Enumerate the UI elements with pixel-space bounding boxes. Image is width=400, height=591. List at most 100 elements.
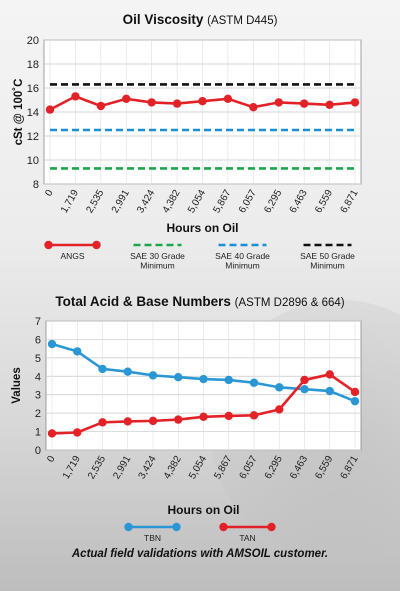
data-point-tbn bbox=[249, 378, 259, 387]
y-tick-label: 8 bbox=[33, 179, 39, 191]
data-point-tan bbox=[47, 429, 57, 438]
data-point-angs bbox=[45, 105, 55, 114]
data-point-tan bbox=[123, 417, 132, 426]
data-point-tan bbox=[174, 415, 183, 424]
data-point-tan bbox=[224, 411, 233, 421]
legend-label: ANGS bbox=[60, 251, 84, 261]
y-tick-label: 3 bbox=[35, 390, 41, 402]
x-tick-label: 5,867 bbox=[211, 188, 233, 216]
x-tick-label: 3,424 bbox=[135, 188, 157, 216]
data-point-tan bbox=[98, 418, 107, 427]
legend-label: Minimum bbox=[225, 261, 259, 271]
legend-marker-tbn bbox=[124, 522, 133, 532]
legend-label: TBN bbox=[144, 533, 161, 543]
x-tick-label: 5,054 bbox=[187, 454, 209, 482]
oil-viscosity-chart: Oil Viscosity (ASTM D445) 8 10 12 14 16 18 20 0 1… bbox=[13, 12, 362, 271]
data-point-tan bbox=[275, 405, 284, 414]
x-tick-label: 2,991 bbox=[110, 188, 132, 216]
y-axis-label: cSt @ 100˚C bbox=[13, 79, 25, 146]
data-point-tbn bbox=[123, 367, 132, 376]
y-tick-label: 5 bbox=[35, 353, 41, 365]
y-tick-label: 20 bbox=[27, 35, 39, 47]
data-point-angs bbox=[71, 92, 80, 101]
legend-label: SAE 30 Grade bbox=[130, 251, 185, 261]
y-tick-label: 12 bbox=[27, 131, 39, 143]
data-point-tbn bbox=[275, 383, 284, 392]
data-point-angs bbox=[274, 98, 283, 107]
x-tick-label: 6,559 bbox=[313, 188, 335, 216]
data-point-tan bbox=[249, 411, 259, 420]
y-tick-label: 10 bbox=[27, 155, 39, 167]
data-point-angs bbox=[147, 98, 156, 107]
legend-marker-tan bbox=[219, 522, 228, 532]
chart-subtitle: (ASTM D445) bbox=[207, 15, 277, 27]
legend-marker-angs bbox=[44, 240, 53, 250]
data-point-angs bbox=[350, 98, 360, 107]
x-tick-label: 1,719 bbox=[59, 188, 81, 216]
chart-subtitle: (ASTM D2896 & 664) bbox=[235, 297, 345, 309]
legend-label: SAE 40 Grade bbox=[215, 251, 270, 261]
acid-base-numbers-chart: Total Acid & Base Numbers (ASTM D2896 & … bbox=[11, 294, 362, 543]
data-point-angs bbox=[96, 101, 106, 111]
x-axis-label: Hours on Oil bbox=[168, 503, 240, 517]
data-point-tan bbox=[148, 416, 158, 426]
legend-label: TAN bbox=[239, 533, 255, 543]
x-tick-label: 5,867 bbox=[212, 454, 234, 482]
x-tick-label: 0 bbox=[43, 188, 56, 199]
x-tick-label: 6,559 bbox=[313, 454, 335, 482]
y-tick-label: 18 bbox=[27, 59, 39, 71]
x-axis-label: Hours on Oil bbox=[167, 221, 239, 235]
x-tick-label: 6,057 bbox=[238, 454, 260, 482]
x-tick-label: 6,057 bbox=[237, 188, 259, 216]
data-point-tan bbox=[199, 412, 208, 422]
data-point-angs bbox=[325, 100, 334, 110]
data-point-tan bbox=[73, 428, 82, 437]
data-point-tbn bbox=[47, 339, 57, 349]
data-point-angs bbox=[198, 97, 207, 106]
x-tick-label: 2,535 bbox=[86, 454, 108, 482]
data-point-tbn bbox=[148, 371, 158, 380]
data-point-angs bbox=[299, 99, 309, 108]
x-tick-label: 4,382 bbox=[161, 188, 183, 216]
data-point-tbn bbox=[98, 364, 107, 374]
chart-title-main: Total Acid & Base Numbers bbox=[55, 294, 234, 309]
data-point-tan bbox=[350, 387, 360, 397]
data-point-tbn bbox=[73, 347, 82, 356]
data-point-tbn bbox=[174, 373, 183, 382]
legend-label: Minimum bbox=[140, 261, 174, 271]
x-tick-label: 3,424 bbox=[137, 454, 159, 482]
x-tick-label: 6,871 bbox=[339, 454, 361, 482]
x-tick-label: 2,991 bbox=[111, 454, 133, 482]
legend-marker-tan bbox=[267, 522, 276, 532]
x-tick-label: 6,463 bbox=[288, 454, 310, 482]
data-point-angs bbox=[122, 94, 131, 104]
y-tick-label: 7 bbox=[35, 316, 41, 328]
data-point-angs bbox=[223, 94, 233, 104]
x-tick-label: 1,719 bbox=[61, 454, 83, 482]
legend-marker-tbn bbox=[172, 522, 181, 532]
y-tick-label: 2 bbox=[35, 408, 41, 420]
x-tick-label: 6,295 bbox=[262, 188, 284, 216]
data-point-tan bbox=[300, 375, 309, 385]
data-point-tbn bbox=[199, 374, 208, 384]
x-tick-label: 6,463 bbox=[288, 188, 310, 216]
x-tick-label: 4,382 bbox=[162, 454, 184, 482]
chart-title-main: Oil Viscosity bbox=[123, 12, 208, 27]
x-tick-label: 6,295 bbox=[263, 454, 285, 482]
y-tick-label: 6 bbox=[35, 334, 41, 346]
data-point-tbn bbox=[224, 375, 233, 385]
y-tick-label: 1 bbox=[35, 427, 41, 439]
data-point-angs bbox=[249, 103, 258, 112]
data-point-tbn bbox=[350, 396, 360, 406]
figure-caption: Actual field validations with AMSOIL cus… bbox=[71, 548, 329, 560]
x-tick-label: 5,054 bbox=[186, 188, 208, 216]
data-point-tan bbox=[325, 370, 334, 379]
legend-label: SAE 50 Grade bbox=[300, 251, 355, 261]
y-tick-label: 4 bbox=[35, 371, 41, 383]
y-tick-label: 0 bbox=[35, 445, 41, 457]
data-point-angs bbox=[172, 99, 182, 108]
y-tick-label: 14 bbox=[27, 107, 39, 119]
data-point-tbn bbox=[300, 384, 309, 394]
y-axis-label: Values bbox=[11, 367, 23, 403]
legend-label: Minimum bbox=[310, 261, 344, 271]
